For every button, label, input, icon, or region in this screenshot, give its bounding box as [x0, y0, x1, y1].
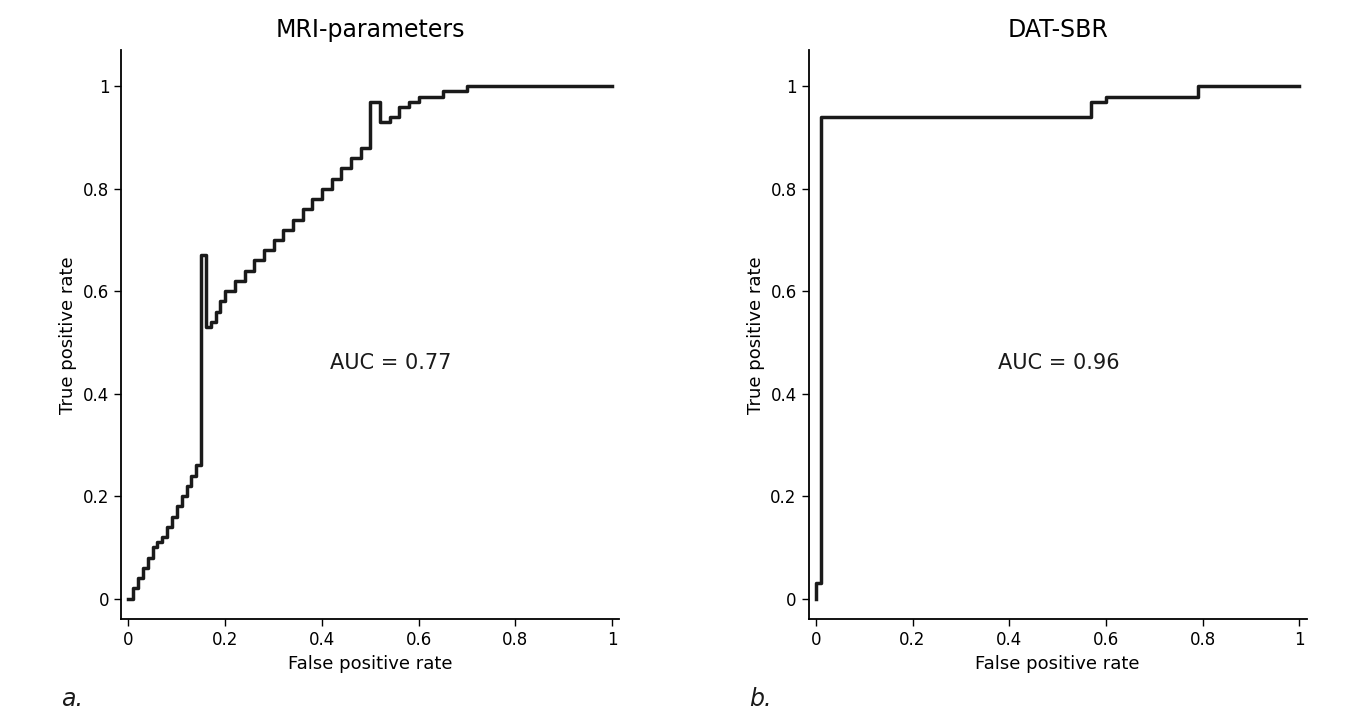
X-axis label: False positive rate: False positive rate [288, 654, 453, 672]
Text: AUC = 0.96: AUC = 0.96 [998, 353, 1119, 373]
Y-axis label: True positive rate: True positive rate [59, 256, 78, 413]
Y-axis label: True positive rate: True positive rate [746, 256, 765, 413]
Text: AUC = 0.77: AUC = 0.77 [330, 353, 451, 373]
Title: MRI-parameters: MRI-parameters [276, 17, 465, 42]
X-axis label: False positive rate: False positive rate [975, 654, 1140, 672]
Text: b.: b. [749, 688, 772, 711]
Title: DAT-SBR: DAT-SBR [1008, 17, 1109, 42]
Text: a.: a. [62, 688, 84, 711]
